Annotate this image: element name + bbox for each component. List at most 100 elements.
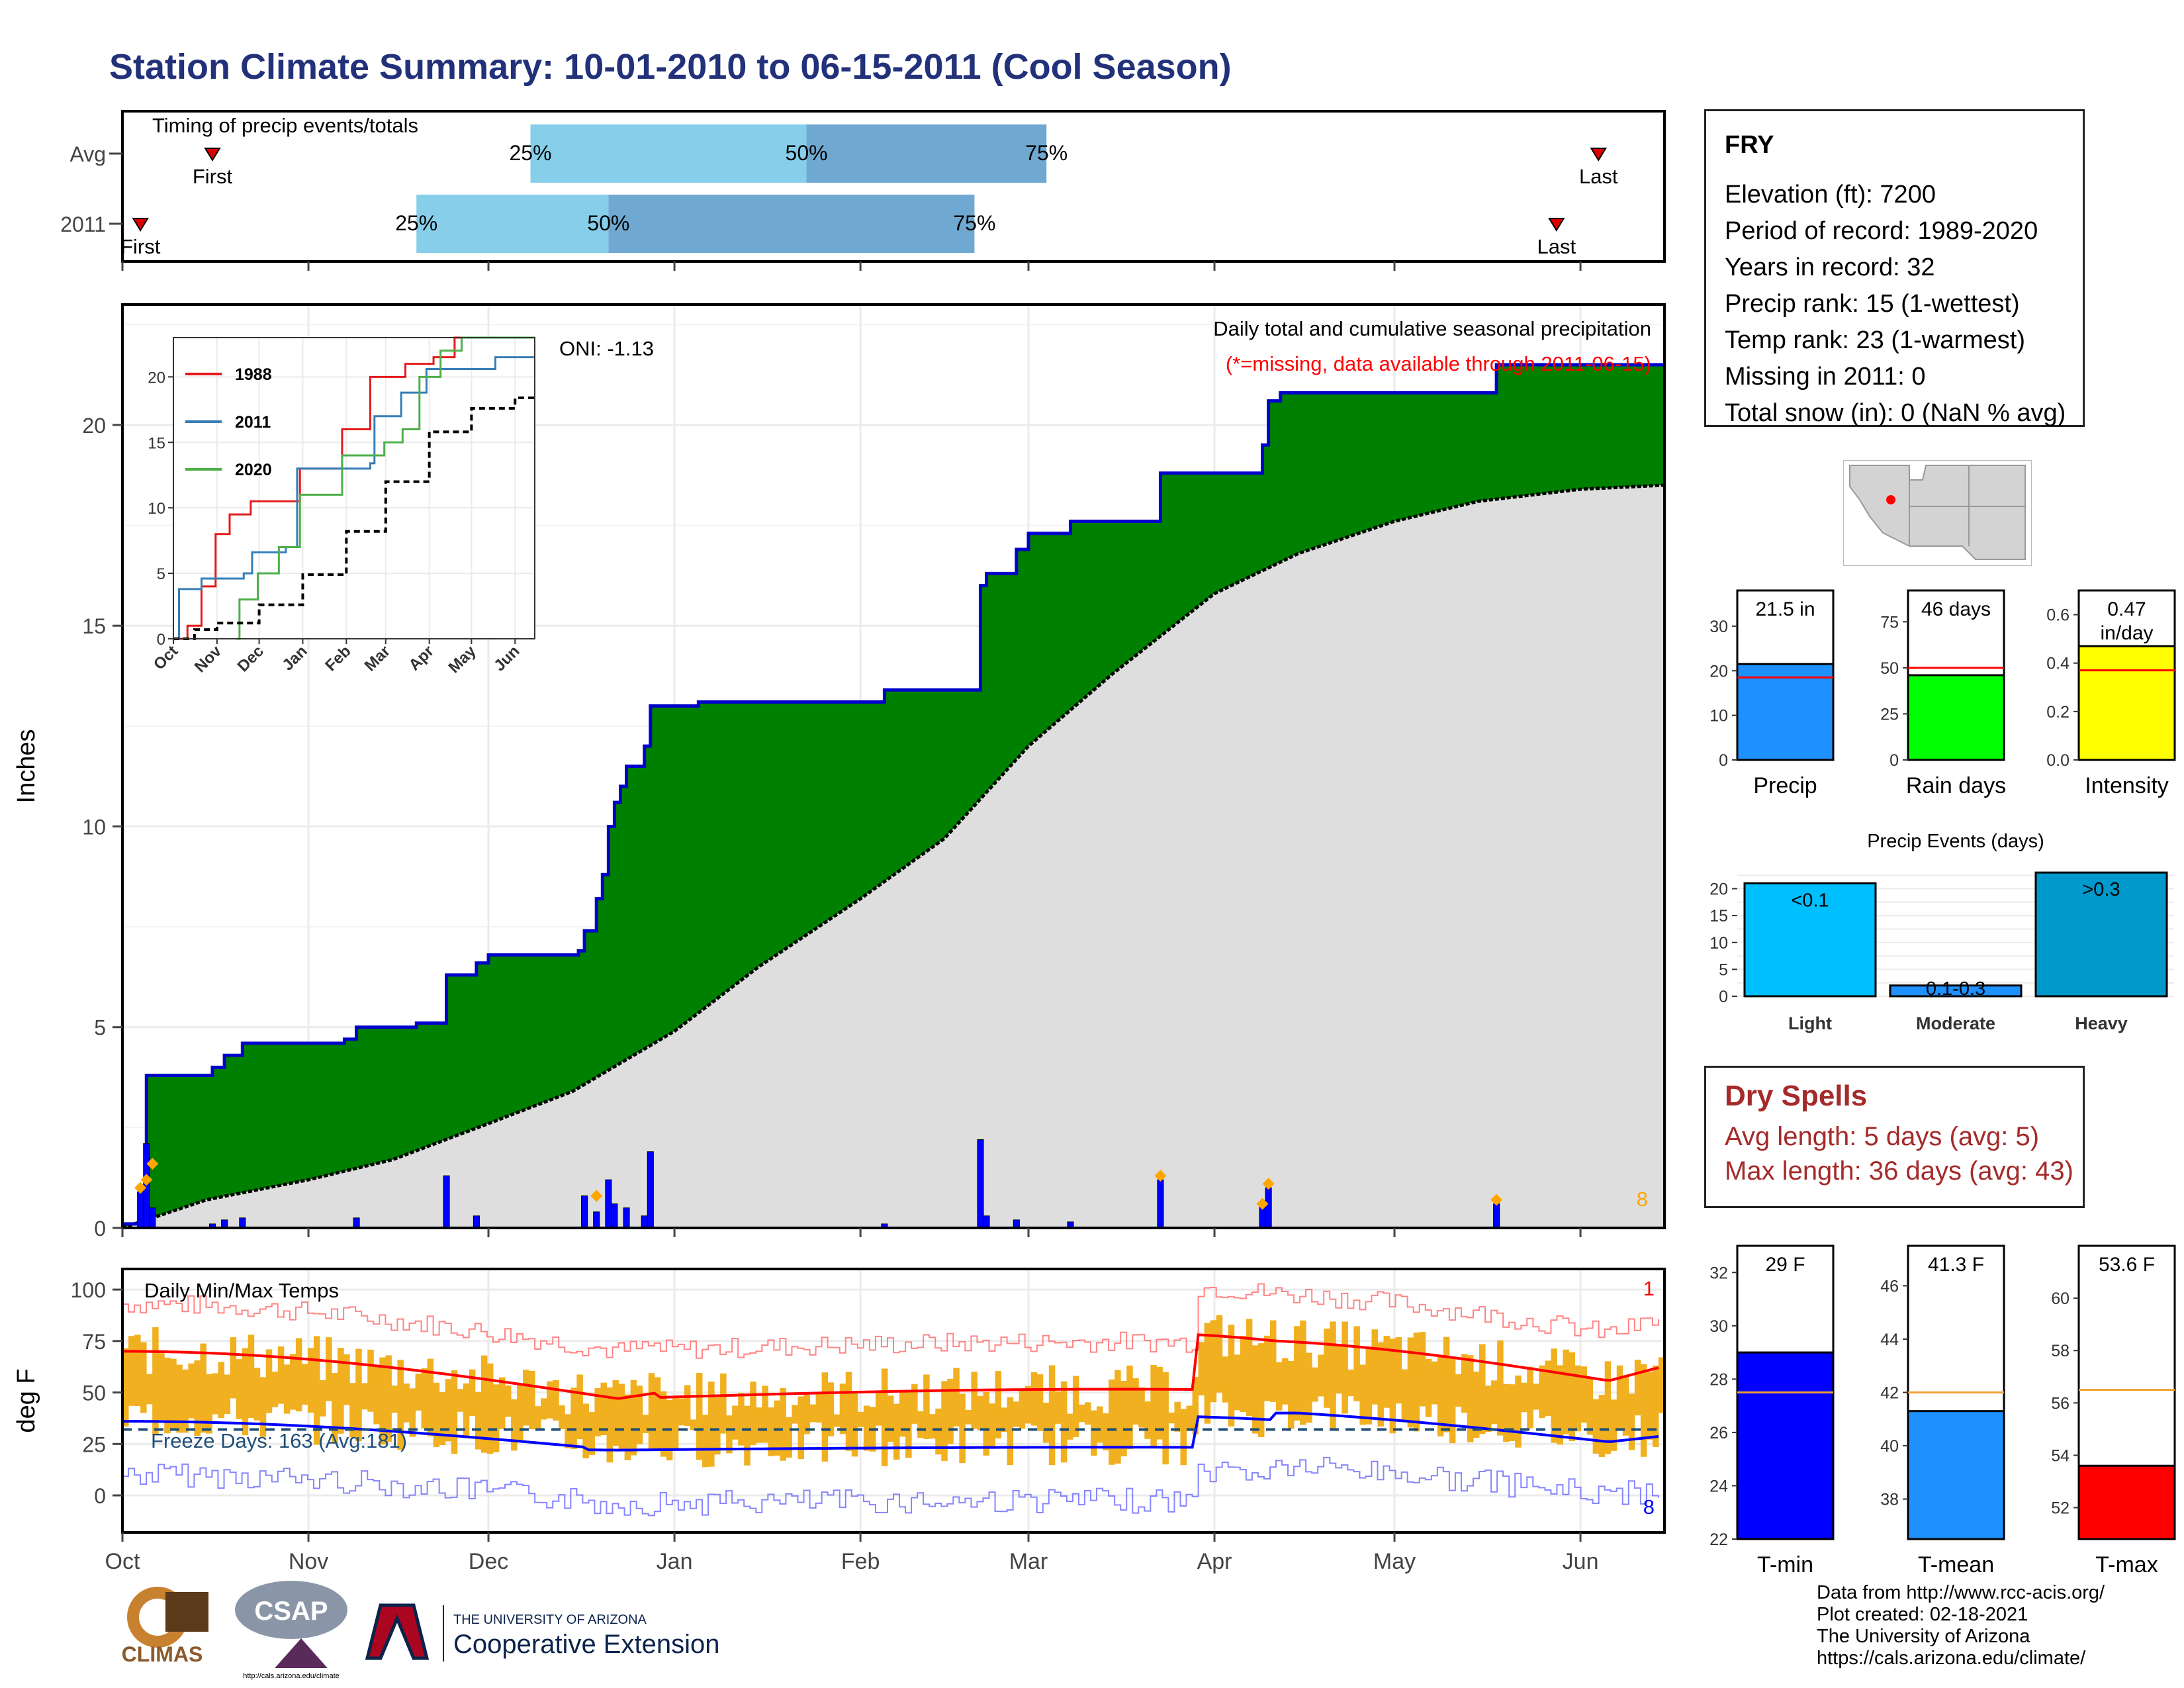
daily-temp-bar — [624, 1394, 631, 1460]
daily-temp-bar — [206, 1374, 212, 1434]
daily-temp-bar — [1257, 1343, 1265, 1437]
daily-temp-bar — [1210, 1320, 1217, 1403]
average-precip-area — [122, 485, 1664, 1228]
daily-temp-bar — [1060, 1381, 1068, 1463]
daily-temp-bar — [1072, 1376, 1079, 1437]
precip-summary-bars: 21.5 in 0 10 20 30 Precip 46 days 0 25 50 75 Rain d… — [1709, 589, 2176, 798]
daily-temp-bar — [935, 1408, 942, 1455]
daily-temp-bar — [480, 1355, 488, 1453]
daily-temp-bar — [134, 1335, 141, 1406]
summary-value-label: 29 F — [1765, 1254, 1805, 1276]
daily-temp-bar — [498, 1377, 506, 1429]
daily-temp-bar — [295, 1338, 302, 1412]
daily-temp-bar — [492, 1384, 500, 1452]
daily-temp-bar — [1198, 1342, 1205, 1396]
events-category-label: Light — [1788, 1013, 1832, 1033]
precip-y-tick-label: 5 — [94, 1016, 106, 1040]
summary-panel-label: T-max — [2095, 1552, 2158, 1577]
ua-small-text: THE UNIVERSITY OF ARIZONA — [453, 1613, 647, 1627]
snow-count-label: 8 — [1637, 1188, 1648, 1211]
daily-temp-bar — [863, 1405, 870, 1451]
daily-temp-bar — [361, 1383, 368, 1410]
daily-temp-bar — [1263, 1335, 1271, 1401]
station-info-line: Missing in 2011: 0 — [1725, 363, 1926, 391]
summary-y-tick-label: 42 — [1880, 1384, 1899, 1403]
daily-temp-bar — [1467, 1355, 1474, 1442]
daily-temp-bar — [1251, 1345, 1259, 1434]
daily-temp-bar — [277, 1346, 285, 1404]
inset-y-tick-label: 10 — [148, 500, 165, 518]
daily-temp-bar — [1234, 1354, 1241, 1411]
daily-temp-bar — [1300, 1320, 1306, 1425]
daily-temp-bar — [535, 1406, 541, 1429]
daily-temp-bar — [606, 1387, 614, 1463]
daily-temp-bar — [1592, 1399, 1600, 1454]
climas-mesa-icon — [165, 1592, 208, 1632]
daily-temp-bar — [176, 1364, 183, 1433]
daily-precip-bar — [353, 1217, 360, 1229]
snow-marker — [1256, 1197, 1269, 1210]
daily-temp-bar — [373, 1366, 380, 1425]
inset-y-tick-label: 5 — [157, 565, 165, 583]
daily-temp-bar — [833, 1414, 841, 1427]
snow-marker — [1262, 1178, 1275, 1190]
events-y-tick-label: 20 — [1709, 880, 1728, 899]
daily-temp-bar — [654, 1377, 661, 1450]
daily-temp-bar — [439, 1392, 446, 1445]
daily-temp-bar — [457, 1389, 464, 1412]
temp-x-tick-label: Dec — [469, 1549, 508, 1574]
daily-temp-bar — [182, 1369, 189, 1433]
daily-precip-bar — [983, 1215, 990, 1229]
daily-temp-bar — [236, 1359, 243, 1419]
station-name: FRY — [1725, 131, 1774, 159]
summary-panel-label: Rain days — [1906, 773, 2006, 798]
daily-temp-bar — [565, 1414, 571, 1448]
temp-y-axis-label: deg F — [13, 1368, 40, 1432]
daily-temp-bar — [827, 1382, 835, 1436]
summary-value-label: 41.3 F — [1928, 1254, 1984, 1276]
daily-temp-bar — [271, 1372, 279, 1407]
inset-y-tick-label: 15 — [148, 434, 165, 452]
precip-chart-subtitle: (*=missing, data available through 2011-… — [1226, 352, 1651, 375]
daily-temp-bar — [588, 1412, 595, 1455]
daily-temp-bar — [750, 1382, 756, 1446]
daily-temp-bar — [1551, 1348, 1557, 1443]
inset-legend-label: 2020 — [235, 461, 272, 479]
summary-y-tick-label: 25 — [1880, 705, 1899, 724]
summary-y-tick-label: 0.6 — [2046, 606, 2070, 625]
daily-temp-bar — [1527, 1366, 1533, 1429]
summary-y-tick-label: 28 — [1709, 1370, 1728, 1389]
timing-bar-50-75 — [806, 124, 1047, 183]
station-info-line: Elevation (ft): 7200 — [1725, 181, 1936, 209]
daily-temp-bar — [140, 1342, 147, 1413]
daily-temp-bar — [971, 1372, 978, 1429]
daily-temp-bar — [1013, 1401, 1020, 1427]
daily-temp-bar — [594, 1388, 601, 1436]
daily-temp-bar — [642, 1415, 649, 1433]
summary-value-bar — [2077, 645, 2176, 761]
csap-cloud-icon — [235, 1581, 347, 1639]
daily-temp-bar — [1395, 1337, 1402, 1404]
summary-y-tick-label: 58 — [2051, 1342, 2070, 1360]
ua-block-a-icon — [365, 1603, 430, 1660]
record-max-line — [122, 1283, 1659, 1359]
daily-temp-bar — [343, 1354, 350, 1405]
footer-credits: Data from http://www.rcc-acis.org/Plot c… — [1817, 1582, 2105, 1669]
daily-temp-bar — [1586, 1378, 1594, 1435]
events-y-tick-label: 5 — [1719, 961, 1728, 979]
daily-temp-bar — [421, 1368, 428, 1429]
daily-temp-bar — [1150, 1365, 1157, 1447]
daily-temp-bar — [367, 1349, 374, 1412]
summary-y-tick-label: 60 — [2051, 1289, 2070, 1308]
daily-temp-bar — [1336, 1345, 1342, 1394]
dry-spells-heading: Dry Spells — [1725, 1080, 1868, 1112]
timing-row-label: 2011 — [60, 212, 106, 236]
daily-temp-bar — [355, 1348, 362, 1442]
daily-temp-bar — [475, 1391, 482, 1450]
precip-y-tick-label: 20 — [82, 414, 106, 438]
timing-bar-25-50 — [530, 124, 807, 183]
state-shapes — [1849, 465, 2026, 560]
summary-value-label: 46 days — [1921, 598, 1991, 620]
daily-temp-bar — [1168, 1412, 1175, 1424]
daily-temp-bar — [248, 1335, 255, 1419]
